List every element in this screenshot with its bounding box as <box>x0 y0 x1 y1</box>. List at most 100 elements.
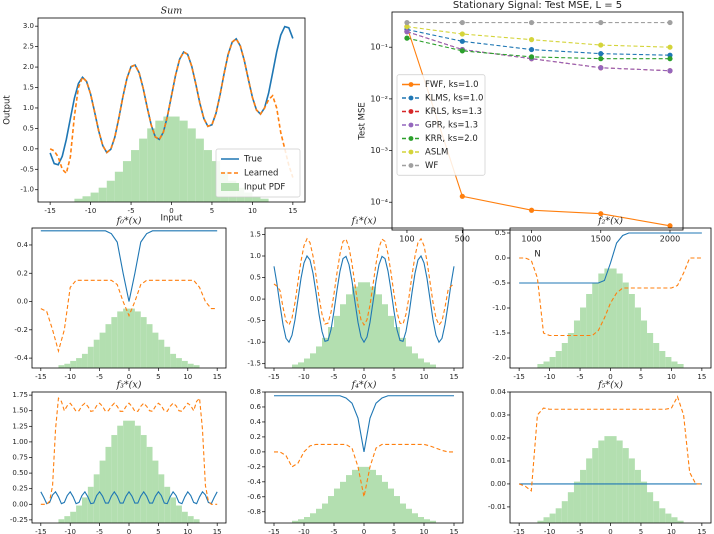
legend-marker <box>408 122 414 128</box>
histogram-bar <box>164 486 171 523</box>
x-tick-label: 15 <box>697 528 706 534</box>
chart-title: f₀*(x) <box>116 216 142 227</box>
histogram-bar <box>634 307 641 368</box>
histogram-bar <box>567 333 574 368</box>
histogram-bar <box>406 508 412 523</box>
x-tick-label: 0 <box>127 373 131 381</box>
histogram-bar <box>598 273 605 368</box>
legend-label: KRLS, ks=1.3 <box>425 107 482 117</box>
histogram-bar <box>129 420 135 523</box>
x-tick-label: -15 <box>513 528 524 534</box>
histogram-bar <box>580 307 587 368</box>
histogram-bar <box>364 466 370 523</box>
histogram-bar <box>58 519 65 523</box>
data-point <box>667 44 673 50</box>
data-point <box>528 46 535 53</box>
y-tick-label: -0.2 <box>247 463 261 471</box>
x-tick-label: 1000 <box>521 235 541 244</box>
histogram-bar <box>134 311 141 368</box>
histogram-bar <box>358 282 364 368</box>
y-tick-label: 0.0 <box>250 448 261 456</box>
data-point <box>459 193 465 199</box>
data-point <box>404 24 410 30</box>
histogram-bar <box>322 503 328 523</box>
histogram-bar <box>671 517 678 523</box>
histogram-bar <box>146 446 153 523</box>
histogram-bar <box>170 497 177 523</box>
y-tick-label: 0.0 <box>23 145 34 153</box>
histogram-bar <box>382 481 388 523</box>
x-tick-label: 10 <box>183 528 192 534</box>
histogram-bar <box>98 187 107 202</box>
y-tick-label: 0.04 <box>490 388 506 396</box>
x-tick-label: 2000 <box>660 235 680 244</box>
histogram-bar <box>400 337 406 368</box>
y-tick-label: -1.0 <box>247 338 261 346</box>
y-tick-label: 0.5 <box>23 124 34 132</box>
y-tick-label: 1.00 <box>12 438 28 446</box>
histogram-bar <box>140 435 147 523</box>
histogram-bar <box>640 320 648 368</box>
series-line <box>406 28 671 56</box>
y-tick-label: -1.5 <box>492 329 506 337</box>
histogram-bar <box>70 511 77 523</box>
y-tick-label: 0.4 <box>17 241 29 249</box>
histogram-bar <box>310 513 316 523</box>
histogram-bar <box>93 339 100 368</box>
x-tick-label: 15 <box>450 528 459 534</box>
subplot: 100 500 1000 1500 2000 10⁻⁴ 10⁻³ 10⁻² 10⁻¹ Statio… <box>358 0 684 260</box>
x-tick-label: 10 <box>183 373 192 381</box>
chart-title: f₃*(x) <box>116 380 142 391</box>
histogram-bar <box>616 273 623 368</box>
histogram-bar <box>394 496 400 523</box>
histogram-bar <box>106 180 115 202</box>
x-tick-label: 1500 <box>591 235 611 244</box>
histogram-bar <box>418 517 424 523</box>
data-point <box>598 51 604 57</box>
x-tick-label: -5 <box>331 373 338 381</box>
y-tick-label: -0.5 <box>247 317 261 325</box>
histogram-bar <box>424 362 430 368</box>
histogram-bar <box>163 116 172 202</box>
histogram-bar <box>99 460 106 523</box>
histogram-bar <box>181 511 188 523</box>
x-tick-label: 5 <box>156 373 160 381</box>
chart-title: f₄*(x) <box>351 380 377 391</box>
axes-frame <box>391 11 684 231</box>
x-tick-label: -5 <box>96 528 103 534</box>
histogram-bar <box>146 324 153 368</box>
histogram-bar <box>412 353 418 368</box>
histogram-bar <box>430 364 436 368</box>
histogram-bar <box>549 357 556 368</box>
x-axis-label: Input <box>160 214 183 224</box>
x-tick-label: -10 <box>64 373 75 381</box>
histogram-bar <box>252 196 261 202</box>
histogram-bar <box>555 351 562 368</box>
histogram-bar <box>304 358 310 368</box>
histogram-bar <box>659 351 666 368</box>
x-axis-label: N <box>534 250 540 260</box>
series-line <box>40 490 218 505</box>
histogram-bar <box>105 324 112 368</box>
series-line <box>519 232 702 284</box>
y-tick-label: 0.25 <box>12 485 28 493</box>
legend-label: WF <box>425 161 438 171</box>
x-tick-label: -10 <box>298 373 309 381</box>
y-tick-label: 10⁻² <box>370 94 388 103</box>
histogram-bar <box>604 436 611 523</box>
histogram-bar <box>304 517 310 523</box>
x-tick-label: 10 <box>667 528 676 534</box>
x-tick-label: 10 <box>248 207 257 215</box>
histogram-bar <box>388 315 394 368</box>
histogram-bar <box>592 448 599 523</box>
histogram-bar <box>117 425 124 523</box>
data-point <box>528 19 535 26</box>
y-tick-label: 1.5 <box>23 84 34 92</box>
data-point <box>404 19 410 26</box>
series-line <box>274 395 454 452</box>
histogram-bar <box>334 488 340 523</box>
x-tick-label: -10 <box>85 207 96 215</box>
histogram-bar <box>628 458 635 523</box>
y-tick-label: 0.2 <box>250 433 261 441</box>
